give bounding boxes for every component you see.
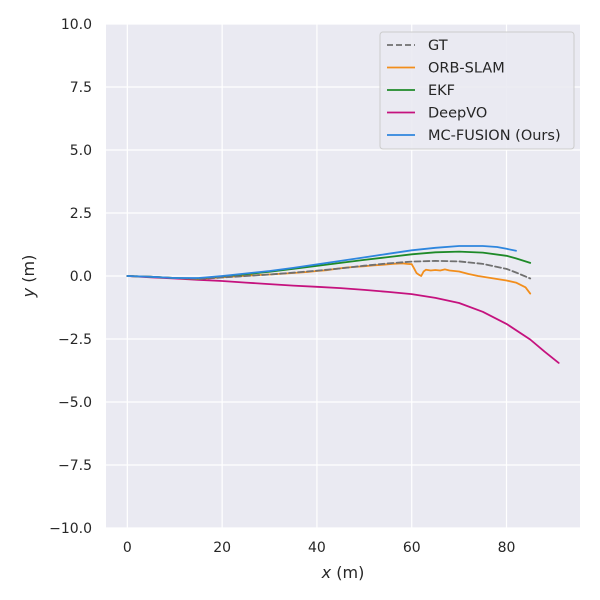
grid-lines bbox=[106, 23, 580, 529]
series-layer bbox=[126, 245, 560, 364]
legend-label: DeepVO bbox=[428, 106, 487, 122]
y-tick-label: −2.5 bbox=[58, 332, 92, 348]
y-axis-label: y (m) bbox=[19, 255, 38, 299]
series-line-deepvo bbox=[126, 275, 560, 364]
legend: GT ORB-SLAM EKF DeepVO MC-FUSION (Ours) bbox=[379, 31, 575, 150]
legend-label: EKF bbox=[428, 83, 455, 99]
y-axis-ticks: 10.0 7.5 5.0 2.5 0.0 −2.5 −5.0 −7.5 −10.0 bbox=[49, 17, 92, 537]
x-tick-label: 0 bbox=[123, 540, 132, 556]
y-tick-label: 7.5 bbox=[70, 80, 92, 96]
x-tick-label: 60 bbox=[403, 540, 421, 556]
legend-box bbox=[379, 31, 575, 150]
series-line-mc-fusion-ours bbox=[126, 245, 517, 279]
y-tick-label: 0.0 bbox=[70, 269, 92, 285]
x-axis-label-unit: (m) bbox=[336, 563, 364, 582]
y-tick-label: 10.0 bbox=[61, 17, 92, 33]
x-axis-ticks: 0 20 40 60 80 bbox=[123, 540, 516, 556]
x-tick-label: 80 bbox=[498, 540, 516, 556]
x-axis-label: x (m) bbox=[321, 563, 365, 582]
y-axis-label-var: y bbox=[19, 287, 38, 298]
y-tick-label: −10.0 bbox=[49, 521, 92, 537]
y-axis-label-unit: (m) bbox=[19, 255, 38, 283]
legend-label: ORB-SLAM bbox=[428, 61, 505, 77]
series-line-gt bbox=[126, 259, 532, 280]
y-tick-label: 5.0 bbox=[70, 143, 92, 159]
legend-label: MC-FUSION (Ours) bbox=[428, 128, 561, 144]
x-tick-label: 40 bbox=[308, 540, 326, 556]
y-tick-label: 2.5 bbox=[70, 206, 92, 222]
y-tick-label: −5.0 bbox=[58, 395, 92, 411]
legend-label: GT bbox=[428, 38, 448, 54]
y-tick-label: −7.5 bbox=[58, 458, 92, 474]
x-axis-label-var: x bbox=[321, 563, 332, 582]
x-tick-label: 20 bbox=[213, 540, 231, 556]
